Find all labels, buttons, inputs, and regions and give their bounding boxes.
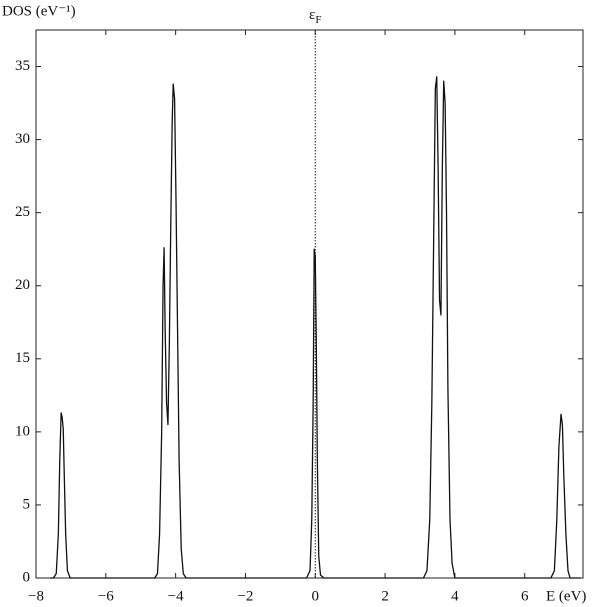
y-tick-label: 35 <box>15 58 30 74</box>
x-tick-label: 0 <box>312 588 320 604</box>
y-tick-label: 20 <box>15 277 30 293</box>
y-tick-label: 5 <box>23 496 31 512</box>
x-axis-label: E (eV) <box>546 588 586 604</box>
y-tick-label: 15 <box>15 350 30 366</box>
x-tick-label: 6 <box>521 588 529 604</box>
x-tick-label: −4 <box>168 588 184 604</box>
x-tick-label: −2 <box>237 588 253 604</box>
fermi-subscript: F <box>315 14 321 26</box>
dos-line <box>49 76 581 579</box>
y-tick-label: 0 <box>23 569 31 585</box>
fermi-label: εF <box>309 7 321 25</box>
x-tick-label: −6 <box>98 588 114 604</box>
y-tick-label: 10 <box>15 423 30 439</box>
y-axis-label: DOS (eV⁻¹) <box>2 3 76 19</box>
x-tick-label: −8 <box>28 588 44 604</box>
x-tick-label: 4 <box>451 588 459 604</box>
fermi-symbol: ε <box>309 7 315 23</box>
plot-frame <box>35 29 584 579</box>
x-tick-label: 2 <box>381 588 389 604</box>
y-tick-label: 30 <box>15 131 30 147</box>
y-tick-label: 25 <box>15 204 30 220</box>
